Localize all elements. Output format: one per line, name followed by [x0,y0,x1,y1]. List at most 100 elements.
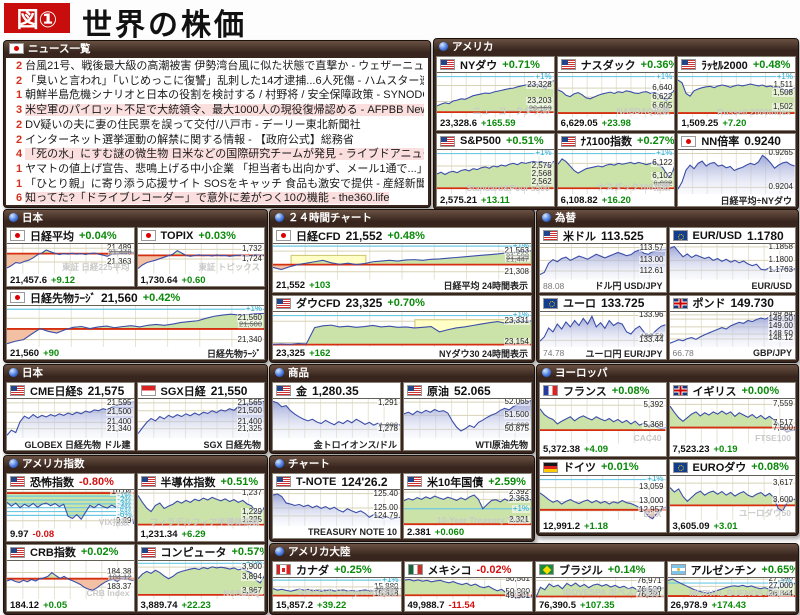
sg-flag-icon [140,385,156,396]
axis-label: 6,605 [651,100,674,110]
instrument-name: CME日経$ [30,385,83,398]
axis-label: 21,565 [236,399,263,407]
news-headline: 台風21号、戦後最大級の高潮被害 伊勢湾台風に似た状態で直撃か - ウェザーニュ… [25,60,424,72]
price-change: -0.08 [32,529,55,540]
chart-caption: TREASURY NOTE 10 [307,527,397,537]
mini-chart[interactable]: TOPIX +0.03% 1,732 1,724 東証 トピックス 1,730.64 +0.… [136,227,265,287]
mini-chart[interactable]: 米10年国債 +2.59% 2.392 2.363 +1% 2.321 10-Year Tr… [403,473,532,539]
chart-footer: WTI原油先物 [404,438,531,450]
chart-footer: 88.08 ドル円 USD/JPY [540,280,666,292]
axis-label: 125.40 [372,490,399,498]
mini-chart[interactable]: 日経先物ﾗｰｼﾞ 21,560 +0.42% +1% 21,560 21,500 21,34… [6,289,265,360]
mini-chart[interactable]: ダウCFD 23,325 +0.70% +1% 23,331 23,154 23,325 +1… [272,294,532,360]
mini-chart[interactable]: 金 1,280.35 1,291 1,2801,278 金トロイオンス/ドル [272,382,401,451]
jp-flag-icon [9,43,24,54]
axis-label: +1% [381,578,400,585]
last-price: 23,325 [276,347,306,359]
news-item[interactable]: 2 台風21号、戦後最大級の高潮被害 伊勢湾台風に似た状態で直撃か - ウェザーニ… [10,59,424,74]
mini-chart[interactable]: メキシコ -0.02% 50,56150,00049,901IPC49,988.7-… [403,561,533,612]
mini-chart[interactable]: 半導体指数 +0.51% 1,237 1,229 1,225 フィラデルフィア半導体指数 1… [136,473,265,542]
change-percent: +0.02% [80,546,119,558]
news-item[interactable]: 4 「死の水」にすむ謎の微生物 日米などの国際研究チームが発見 - ライブドアニュ… [10,147,424,162]
mini-chart[interactable]: CRB指数 +0.02% 184.38 184.12 183.37 CRB Index 18… [6,543,135,612]
mini-chart[interactable]: ﾗｯｾﾙ2000 +0.48% +1% 1,511 1,508 1,502 Russell … [677,56,796,131]
instrument-name: 米ドル [563,230,596,243]
chart-footer: 23,328.6 +165.59 [437,118,554,130]
panel-title: アメリカ [452,41,494,53]
news-count: 1 [16,89,23,102]
instrument-value: 21,560 [101,290,138,305]
axis-label: 149.50 [767,313,794,323]
panel-america: アメリカ NYダウ +0.71% +1% 23,328 23,203 23,163 ニューヨー… [433,38,799,210]
watermark: NASDAQ [223,588,260,598]
mini-chart[interactable]: NN倍率 0.9240 0.9265 0.9204 日経平均÷NYダウ [677,132,796,207]
change-percent: +0.48% [387,229,425,242]
mini-chart[interactable]: イギリス +0.00% 7,559 7,517 7,500 FTSE100 7,523.23… [668,382,796,457]
news-item[interactable]: 1 朝鮮半島危機シナリオと日本の役割を検討する / 村野将 / 安全保障政策 - … [10,88,424,103]
news-item[interactable]: 2 インターネット選挙運動の解禁に関する情報 - 【政府公式】総務省 [10,133,424,148]
axis-label: 1,732 [240,244,263,254]
instrument-name: 日経CFD [296,230,341,243]
axis-label: 50.875 [503,424,530,434]
watermark: Standard&Poor's500 [466,183,550,193]
page-title: 世界の株価 [82,9,247,42]
mini-chart[interactable]: EUROダウ +0.08% 3,617 3,600 ユーロダウ50 3,605.09 +3.… [668,458,796,533]
instrument-name: イギリス [692,385,737,398]
mini-chart[interactable]: S&P500 +0.51% +1% 2,575 2,568 2,562 Standard&P… [436,132,555,207]
news-item[interactable]: 2 DV疑いの夫に妻の住民票を誤って交付/八戸市 - デーリー東北新聞社 [10,118,424,133]
news-item[interactable]: 6 知ってた?「ドライブレコーダー」で意外に差がつく10の機能 - the360.… [10,191,424,205]
mini-chart-header: EUR/USD 1.1780 [669,228,795,244]
news-item[interactable]: 3 米空軍のパイロット不足で大統領令、最大1000人の現役復帰認める - AFPB… [10,103,424,118]
instrument-name: ﾅｽ100指数 [580,136,633,148]
news-headline: ヤマトの値上げ宣告、悲鳴上げる中小企業 「担当者も出向かず、メール1通で...」… [25,162,424,175]
mini-chart[interactable]: コンピュータ+0.57%+1%3,9003,8943,867NASDAQ3,88… [136,543,265,612]
axis-label: 1,225 [240,515,263,525]
instrument-name: NN倍率 [701,136,740,148]
mini-chart[interactable]: 日経CFD21,552+0.48%+1%21,56321,50021,44721… [272,227,532,293]
mini-chart[interactable]: アルゼンチン +0.65% 27,180+1%27,00026,844MERVAL … [666,561,796,612]
chart-footer: 74.78 ユーロ円 EUR/JPY [540,347,666,359]
mini-chart[interactable]: ドイツ +0.01% +1% 13,059 13,000 12,957 DAX 12,991.… [539,458,667,533]
mini-chart-header: ナスダック +0.36% [557,57,675,73]
chart-footer: 3,605.09 +3.01 [670,520,796,532]
ar-flag-icon [670,564,686,575]
panel-europe: ヨーロッパ フランス +0.08% 5,392 5,368 CAC40 5,372.38 +4… [536,364,799,536]
mini-chart[interactable]: 恐怖指数 -0.80% 10.04-1%-2%-3%-4%-5%-6%9.29VIX… [6,473,135,542]
mini-chart[interactable]: フランス +0.08% 5,392 5,368 CAC40 5,372.38 +4.09 [539,382,667,457]
price-change: +0.060 [434,526,465,538]
panel-header: 日本 [4,365,267,380]
axis-label: 49,901 [504,590,531,599]
mini-chart[interactable]: CME日経$ 21,575 21,595 21,500 21,400 21,340 GLOB… [6,382,135,451]
price-change: +13.11 [480,194,510,206]
mini-chart[interactable]: EUR/USD 1.1780 1.1858 1.1800 1.1763 EUR/USD [668,227,796,293]
news-headline: DV疑いの夫に妻の住民票を誤って交付/八戸市 - デーリー東北新聞社 [25,118,361,131]
mini-chart[interactable]: T-NOTE 124'26.2 125.40 125.00 124.79 TREASURY… [272,473,401,539]
mini-chart[interactable]: 原油 52.065 52.065 51.50051.00050.875 WTI原油先物 [403,382,532,451]
mini-chart[interactable]: SGX日経 21,550 21,565 21,500 21,400 21,325 SGX 日… [136,382,265,451]
instrument-value: 52.065 [454,383,491,398]
news-item[interactable]: 1 「ひとり親」に寄り添う応援サイト SOSをキャッチ 食品も激安で提供 - 産経… [10,177,424,192]
axis-label: 1,724 [240,254,263,263]
mini-chart[interactable]: ブラジル +0.14% 76,971 76,500 76,291 IBOVESPA ボベス… [535,561,665,612]
watermark: S&P/TSX Composite指数 [296,587,397,597]
axis-label: 15,852 [374,586,400,594]
axis-label: 148.50 [767,328,794,338]
mini-chart-header: 日経先物ﾗｰｼﾞ 21,560 +0.42% [7,290,264,306]
change-percent: +0.57% [231,546,265,558]
mini-chart[interactable]: NYダウ +0.71% +1% 23,328 23,203 23,163 ニューヨークダウ3… [436,56,555,131]
mini-chart[interactable]: 米ドル 113.525 113.57 113.00 112.61 88.08 ドル円 USD… [539,227,667,293]
news-item[interactable]: 2 「臭いと言われ」「いじめっこに復讐」乱刺した14才逮捕...6人死傷 - ハム… [10,74,424,89]
last-price: 15,857.2 [276,599,313,611]
news-count: 4 [16,148,23,161]
news-headline: 「臭いと言われ」「いじめっこに復讐」乱刺した14才逮捕...6人死傷 - ハムス… [25,74,424,87]
mini-chart[interactable]: ポンド 149.730149.84149.50149.00148.50148.12… [668,294,796,360]
news-item[interactable]: 1 ヤマトの値上げ宣告、悲鳴上げる中小企業 「担当者も出向かず、メール1通で...… [10,162,424,177]
axis-label: 1,511 [772,80,794,90]
panel-h24: ２４時間チャート日経CFD21,552+0.48%+1%21,56321,500… [269,209,535,363]
mini-chart[interactable]: ﾅｽ100指数 +0.27% +1% 6,122 6,102 6,092 ナスダック100指… [556,132,676,207]
